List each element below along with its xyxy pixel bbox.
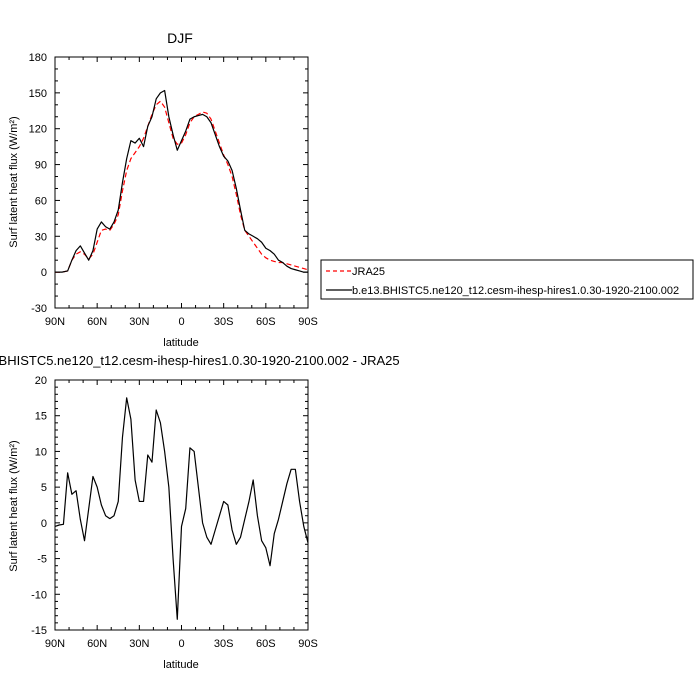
top-x-tick-label: 30S xyxy=(214,316,234,328)
top-y-tick-label: 120 xyxy=(29,124,47,136)
bottom-x-tick-label: 60N xyxy=(87,638,107,650)
top-y-tick-label: 180 xyxy=(29,52,47,64)
top-series-line-jra25 xyxy=(55,100,309,273)
top-x-tick-label: 90S xyxy=(298,316,318,328)
bottom-x-tick-label: 90S xyxy=(298,638,318,650)
bottom-x-tick-label: 30S xyxy=(214,638,234,650)
bottom-chart-title: b.e13.BHISTC5.ne120_t12.cesm-ihesp-hires… xyxy=(0,353,400,368)
bottom-y-tick-label: -10 xyxy=(31,589,47,601)
bottom-y-tick-label: 20 xyxy=(35,375,47,387)
top-x-tick-label: 0 xyxy=(178,316,184,328)
bottom-ticks: 90N 60N 30N 0 30S 60S 90S -15 -10 -5 0 5 10 15 20 xyxy=(31,375,318,650)
bottom-x-tick-label: 60S xyxy=(256,638,276,650)
bottom-y-tick-label: 0 xyxy=(41,518,47,530)
bottom-x-axis-label: latitude xyxy=(163,659,198,671)
top-y-tick-label: 60 xyxy=(35,195,47,207)
top-x-tick-label: 30N xyxy=(129,316,149,328)
top-chart-title: DJF xyxy=(167,30,193,46)
top-series xyxy=(55,89,309,273)
bottom-y-tick-label: -15 xyxy=(31,625,47,637)
legend-label-model: b.e13.BHISTC5.ne120_t12.cesm-ihesp-hires… xyxy=(352,285,679,297)
legend: JRA25 b.e13.BHISTC5.ne120_t12.cesm-ihesp… xyxy=(320,259,694,300)
bottom-y-tick-label: 10 xyxy=(35,446,47,458)
bottom-x-tick-label: 90N xyxy=(45,638,65,650)
top-y-axis-label: Surf latent heat flux (W/m²) xyxy=(8,116,20,247)
top-x-axis-label: latitude xyxy=(163,337,198,349)
legend-label-jra25: JRA25 xyxy=(352,266,385,278)
top-y-tick-label: 0 xyxy=(41,267,47,279)
legend-box xyxy=(320,259,694,300)
bottom-plot-frame xyxy=(54,379,309,631)
bottom-y-tick-label: 15 xyxy=(35,411,47,423)
top-plot-frame xyxy=(54,56,309,309)
bottom-y-tick-label: -5 xyxy=(37,554,47,566)
top-ticks: 90N 60N 30N 0 30S 60S 90S -30 0 30 60 90 120 150 180 xyxy=(29,52,318,328)
top-chart: DJF 90N 60N 30N 0 30S 60S 90S -30 0 30 60 90 120 150 1… xyxy=(8,30,318,349)
bottom-x-tick-label: 0 xyxy=(178,638,184,650)
top-y-tick-label: 30 xyxy=(35,231,47,243)
top-x-tick-label: 90N xyxy=(45,316,65,328)
bottom-y-axis-label: Surf latent heat flux (W/m²) xyxy=(8,440,20,571)
top-y-tick-label: 150 xyxy=(29,88,47,100)
bottom-y-tick-label: 5 xyxy=(41,482,47,494)
top-x-tick-label: 60N xyxy=(87,316,107,328)
top-y-tick-label: -30 xyxy=(31,303,47,315)
top-x-tick-label: 60S xyxy=(256,316,276,328)
bottom-series-line-difference xyxy=(54,397,309,620)
bottom-x-tick-label: 30N xyxy=(129,638,149,650)
bottom-chart: b.e13.BHISTC5.ne120_t12.cesm-ihesp-hires… xyxy=(0,353,400,671)
top-series-line-model xyxy=(55,89,308,273)
top-y-tick-label: 90 xyxy=(35,160,47,172)
bottom-series xyxy=(54,397,309,620)
